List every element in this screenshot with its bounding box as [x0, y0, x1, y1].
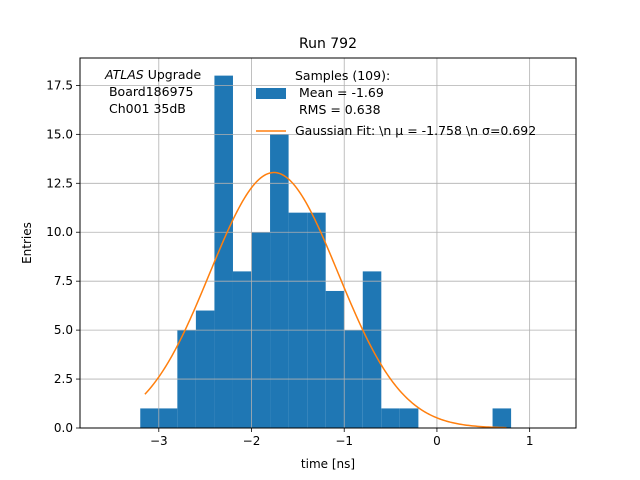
legend: Samples (109): Mean = -1.69 RMS = 0.638 …: [256, 68, 536, 138]
legend-hist-line-3: RMS = 0.638: [295, 102, 381, 117]
histogram-bar: [399, 408, 419, 428]
y-tick-label: 2.5: [54, 372, 73, 386]
x-axis-label: time [ns]: [301, 457, 355, 471]
chart-title: Run 792: [299, 36, 357, 52]
y-tick-label: 0.0: [54, 421, 73, 435]
y-tick-label: 10.0: [46, 225, 73, 239]
y-tick-label: 7.5: [54, 274, 73, 288]
histogram-bar: [140, 408, 159, 428]
annotation-atlas: ATLAS: [104, 67, 144, 82]
y-tick-label: 12.5: [46, 176, 73, 190]
histogram-bar: [381, 408, 400, 428]
histogram-bar: [307, 212, 326, 428]
histogram-bar: [195, 310, 215, 428]
y-tick-label: 5.0: [54, 323, 73, 337]
x-tick-label: −3: [150, 434, 168, 448]
histogram-bar: [158, 408, 178, 428]
annotation-line-2: Board186975: [105, 84, 193, 99]
x-tick-label: −2: [243, 434, 261, 448]
annotation-upgrade: Upgrade: [144, 67, 202, 82]
y-tick-label: 15.0: [46, 127, 73, 141]
gaussian-fit-curve: [144, 171, 507, 429]
legend-fit-label: Gaussian Fit: \n μ = -1.758 \n σ=0.692: [295, 123, 536, 138]
x-axis-ticks: −3 −2 −1 0 1: [150, 428, 534, 448]
legend-hist-line-1: Samples (109):: [295, 68, 390, 83]
histogram-bar: [232, 271, 252, 428]
legend-hist-line-2: Mean = -1.69: [295, 85, 384, 100]
histogram-bar: [214, 75, 233, 428]
histogram-bar: [492, 408, 512, 428]
x-tick-label: −1: [335, 434, 353, 448]
atlas-annotation: ATLAS Upgrade Board186975 Ch001 35dB: [104, 67, 201, 116]
y-tick-label: 17.5: [46, 78, 73, 92]
x-tick-label: 1: [526, 434, 534, 448]
y-axis-label: Entries: [20, 222, 34, 264]
annotation-line-3: Ch001 35dB: [105, 101, 186, 116]
histogram-bar: [325, 290, 345, 428]
legend-hist-swatch: [256, 88, 286, 99]
plot-frame: [79, 57, 577, 429]
annotation-line-1: ATLAS Upgrade: [104, 67, 201, 82]
x-tick-label: 0: [433, 434, 441, 448]
y-axis-ticks: 0.0 2.5 5.0 7.5 10.0 12.5 15.0 17.5: [46, 78, 80, 435]
histogram-bar: [288, 212, 308, 428]
